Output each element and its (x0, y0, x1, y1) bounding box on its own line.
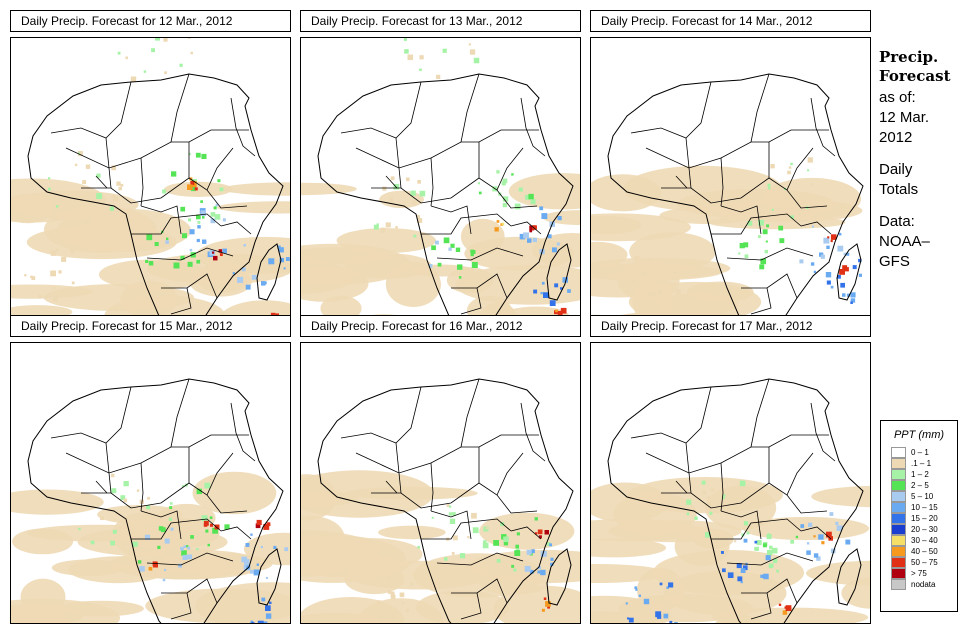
legend-swatch (891, 502, 906, 513)
legend-swatch (891, 546, 906, 557)
panel-title: Daily Precip. Forecast for 14 Mar., 2012 (590, 10, 871, 32)
legend-label: 1 – 2 (911, 470, 929, 479)
legend-swatch (891, 535, 906, 546)
legend-swatch (891, 557, 906, 568)
legend-label: nodata (911, 580, 936, 589)
info-totals-line2: Totals (879, 181, 919, 198)
panel-title: Daily Precip. Forecast for 16 Mar., 2012 (300, 315, 581, 337)
precip-map (590, 37, 871, 319)
legend-label: 20 – 30 (911, 525, 938, 534)
legend-swatch (891, 447, 906, 458)
legend-label: 40 – 50 (911, 547, 938, 556)
legend-title: PPT (mm) (893, 429, 945, 441)
legend-item: .1 – 1 (881, 458, 957, 469)
legend-item: 40 – 50 (881, 546, 957, 557)
legend-item: 10 – 15 (881, 502, 957, 513)
info-date-line1: 12 Mar. (879, 109, 930, 126)
legend-label: .1 – 1 (911, 459, 932, 468)
panel-title: Daily Precip. Forecast for 15 Mar., 2012 (10, 315, 291, 337)
info-asof: as of: (879, 89, 916, 106)
legend-swatch (891, 568, 906, 579)
forecast-info: Precip. Forecast as of: 12 Mar. 2012 Dai… (879, 48, 959, 272)
legend-item: 15 – 20 (881, 513, 957, 524)
panel-title: Daily Precip. Forecast for 12 Mar., 2012 (10, 10, 291, 32)
precip-map (590, 342, 871, 624)
legend-swatch (891, 513, 906, 524)
legend-item: 30 – 40 (881, 535, 957, 546)
legend-item: > 75 (881, 568, 957, 579)
precip-map (300, 342, 581, 624)
legend-swatch (891, 491, 906, 502)
legend-item: 50 – 75 (881, 557, 957, 568)
legend-label: 10 – 15 (911, 503, 938, 512)
legend-label: 15 – 20 (911, 514, 938, 523)
legend-item: 0 – 1 (881, 447, 957, 458)
precip-legend: PPT (mm) 0 – 1 .1 – 1 1 – 2 2 – 5 5 – 10 10 –… (880, 420, 958, 612)
info-data-line1: Data: (879, 213, 915, 230)
info-totals-line1: Daily (879, 161, 913, 178)
legend-label: 30 – 40 (911, 536, 938, 545)
legend-item: 20 – 30 (881, 524, 957, 535)
legend-swatch (891, 524, 906, 535)
legend-label: 2 – 5 (911, 481, 929, 490)
legend-swatch (891, 480, 906, 491)
legend-label: 0 – 1 (911, 448, 929, 457)
panel-title: Daily Precip. Forecast for 17 Mar., 2012 (590, 315, 871, 337)
precip-map (300, 37, 581, 319)
legend-label: > 75 (911, 569, 927, 578)
info-date-line2: 2012 (879, 129, 913, 146)
panel-title: Daily Precip. Forecast for 13 Mar., 2012 (300, 10, 581, 32)
precip-map (10, 342, 291, 624)
legend-item: 2 – 5 (881, 480, 957, 491)
legend-label: 5 – 10 (911, 492, 934, 501)
info-title-line2: Forecast (879, 67, 951, 85)
info-data-line3: GFS (879, 253, 910, 270)
info-title-line1: Precip. (879, 48, 939, 66)
precip-map (10, 37, 291, 319)
legend-swatch (891, 579, 906, 590)
legend-swatch (891, 458, 906, 469)
legend-item: nodata (881, 579, 957, 590)
info-data-line2: NOAA– (879, 233, 930, 250)
legend-item: 1 – 2 (881, 469, 957, 480)
legend-label: 50 – 75 (911, 558, 938, 567)
legend-swatch (891, 469, 906, 480)
legend-item: 5 – 10 (881, 491, 957, 502)
